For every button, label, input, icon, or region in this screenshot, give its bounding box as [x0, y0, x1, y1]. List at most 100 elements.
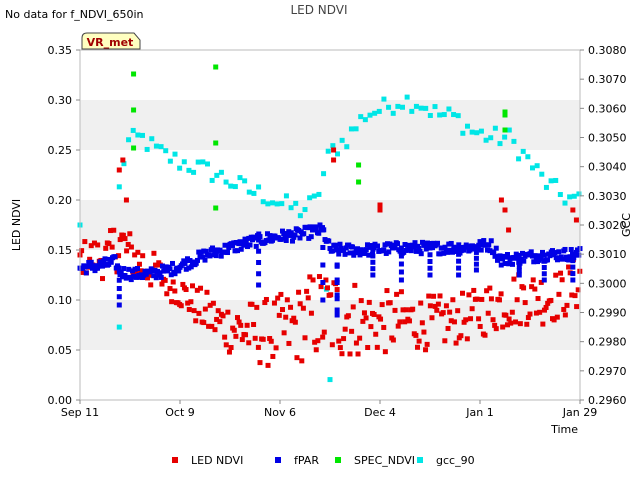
fpar-point: [486, 242, 492, 248]
x-axis-label: Time: [550, 423, 578, 436]
led-ndvi-point: [193, 318, 199, 324]
led-ndvi-point: [331, 157, 337, 163]
led-ndvi-point: [231, 327, 237, 333]
fpar-point: [316, 230, 322, 236]
led-ndvi-point: [188, 299, 194, 305]
led-ndvi-point: [103, 245, 109, 251]
y2-tick-label: 0.3050: [588, 132, 627, 145]
gcc-90-point: [553, 177, 559, 183]
fpar-point: [342, 251, 348, 257]
led-ndvi-point: [302, 335, 308, 341]
led-ndvi-point: [363, 315, 369, 321]
vr-met-badge[interactable]: VR_met: [81, 32, 141, 50]
fpar-point: [427, 265, 433, 271]
gcc-90-point: [335, 151, 340, 157]
fpar-point: [112, 254, 118, 260]
led-ndvi-point: [477, 323, 483, 329]
led-ndvi-point: [426, 293, 432, 299]
y-tick-label: 0.05: [48, 344, 73, 357]
fpar-point: [456, 272, 462, 278]
led-ndvi-point: [558, 270, 564, 276]
gcc-90-point: [511, 138, 517, 144]
led-ndvi-point: [567, 270, 573, 276]
fpar-point: [408, 248, 414, 254]
x-tick-label: Oct 9: [165, 406, 195, 419]
fpar-point: [352, 250, 358, 256]
led-ndvi-point: [360, 318, 366, 324]
led-ndvi-point: [180, 281, 186, 287]
fpar-point: [515, 252, 520, 258]
led-ndvi-point: [214, 316, 220, 322]
fpar-point: [506, 261, 512, 267]
fpar-point: [370, 247, 376, 253]
fpar-point: [100, 263, 105, 269]
led-ndvi-point: [310, 277, 316, 283]
fpar-point: [502, 261, 508, 267]
gcc-90-point: [265, 201, 271, 207]
gcc-90-point: [358, 114, 364, 120]
gcc-90-point: [205, 161, 210, 167]
led-ndvi-point: [329, 342, 335, 348]
led-ndvi-point: [543, 304, 549, 310]
fpar-point: [545, 257, 550, 263]
fpar-point: [570, 251, 576, 257]
led-ndvi-point: [228, 345, 234, 351]
fpar-point: [334, 262, 340, 268]
led-ndvi-point: [286, 340, 292, 346]
led-ndvi-point: [537, 309, 543, 315]
gcc-90-point: [327, 377, 333, 383]
gcc-90-point: [367, 112, 373, 118]
gcc-90-point: [163, 148, 169, 154]
led-ndvi-point: [394, 291, 400, 297]
gcc-90-point: [181, 159, 187, 165]
fpar-point: [370, 272, 376, 278]
gcc-90-point: [376, 108, 382, 114]
led-ndvi-point: [469, 306, 475, 312]
gcc-90-point: [372, 110, 378, 116]
gcc-90-point: [214, 172, 220, 178]
gcc-90-point: [339, 137, 345, 143]
led-ndvi-point: [437, 293, 443, 299]
y2-tick-label: 0.3020: [588, 219, 627, 232]
fpar-point: [456, 258, 462, 264]
fpar-point: [541, 277, 547, 283]
led-ndvi-point: [418, 300, 424, 306]
gcc-90-point: [246, 189, 252, 195]
fpar-point: [267, 233, 273, 239]
led-ndvi-point: [406, 318, 412, 324]
led-ndvi-point: [387, 300, 393, 306]
led-ndvi-point: [198, 285, 204, 291]
led-ndvi-point: [540, 321, 546, 327]
gcc-90-point: [437, 112, 443, 118]
led-ndvi-point: [347, 351, 353, 357]
led-ndvi-point: [153, 262, 159, 268]
led-ndvi-point: [146, 272, 152, 278]
fpar-point: [528, 249, 534, 255]
fpar-point: [442, 244, 448, 250]
led-ndvi-point: [79, 248, 85, 254]
led-ndvi-point: [377, 202, 383, 208]
led-ndvi-point: [384, 288, 390, 294]
led-ndvi-point: [300, 305, 306, 311]
led-ndvi-point: [307, 274, 313, 280]
legend: LED NDVI fPAR SPEC_NDVI gcc_90: [172, 454, 475, 467]
fpar-point: [562, 246, 568, 252]
fpar-point: [481, 238, 487, 244]
led-ndvi-point: [535, 296, 541, 302]
fpar-point: [116, 294, 122, 300]
fpar-point: [88, 259, 94, 265]
led-ndvi-point: [460, 290, 465, 296]
led-ndvi-point: [183, 287, 189, 293]
spec-ndvi-point: [213, 205, 219, 211]
led-ndvi-point: [573, 217, 579, 223]
led-ndvi-point: [151, 250, 157, 256]
led-ndvi-point: [498, 291, 504, 297]
gcc-90-point: [488, 135, 494, 141]
fpar-point: [256, 271, 262, 277]
fpar-point: [398, 245, 404, 251]
led-ndvi-point: [136, 261, 142, 267]
no-data-note: No data for f_NDVI_650in: [5, 8, 144, 21]
fpar-point: [320, 280, 326, 285]
gcc-90-point: [492, 125, 498, 131]
fpar-point: [256, 282, 262, 288]
